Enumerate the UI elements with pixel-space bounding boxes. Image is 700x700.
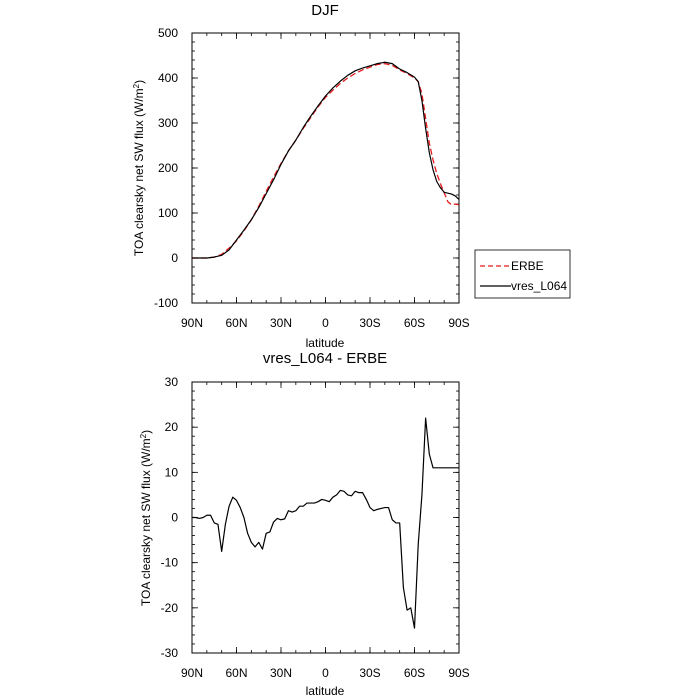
legend: ERBE vres_L064 (474, 249, 571, 299)
bottom-series-line-0 (192, 417, 459, 629)
bottom-x-tick-label: 0 (322, 666, 329, 680)
legend-box (474, 249, 571, 299)
top-series-lines (192, 61, 460, 259)
top-series-line-erbe (192, 62, 460, 259)
bottom-x-tick-label: 90N (181, 666, 203, 680)
top-y-axis-label: TOA clearsky net SW flux (W/m2) (132, 80, 147, 256)
bottom-panel: vres_L064 - ERBE 90N 60N 30N 0 30S 60S 90S -30… (139, 350, 470, 698)
bottom-y-tick-label: 20 (165, 420, 179, 434)
top-x-tick-label: 90N (181, 316, 203, 330)
bottom-y-axis-label: TOA clearsky net SW flux (W/m2) (139, 430, 154, 606)
top-x-tick-label: 0 (322, 316, 329, 330)
top-chart-title: DJF (311, 2, 339, 19)
top-y-tick-label: 100 (158, 206, 178, 220)
bottom-y-tick-labels: -30 -20 -10 0 10 20 30 (161, 375, 179, 660)
bottom-plot-frame (191, 381, 460, 654)
bottom-x-tick-label: 60N (225, 666, 247, 680)
bottom-x-tick-labels: 90N 60N 30N 0 30S 60S 90S (181, 666, 470, 680)
bottom-y-tick-label: 0 (171, 511, 178, 525)
bottom-x-tick-label: 30N (270, 666, 292, 680)
top-x-tick-labels: 90N 60N 30N 0 30S 60S 90S (181, 316, 470, 330)
top-y-tick-labels: -100 0 100 200 300 400 500 (154, 26, 178, 310)
top-y-tick-label: 400 (158, 71, 178, 85)
bottom-x-axis-label: latitude (306, 684, 345, 698)
bottom-y-tick-label: -10 (161, 556, 179, 570)
top-x-tick-label: 90S (448, 316, 469, 330)
top-x-axis-label: latitude (306, 336, 345, 350)
bottom-ticks (191, 381, 460, 654)
top-panel: DJF 90N 60N 30N 0 30S 60S 90S -100 0 100 200 300 40… (132, 2, 470, 350)
bottom-chart-title: vres_L064 - ERBE (263, 350, 387, 367)
top-y-tick-label: -100 (154, 296, 178, 310)
top-y-tick-label: 300 (158, 116, 178, 130)
top-ticks (191, 32, 460, 304)
top-plot-frame (191, 32, 460, 304)
top-series-line-vres-l064 (192, 61, 460, 259)
bottom-y-tick-label: 10 (165, 465, 179, 479)
bottom-x-tick-label: 30S (359, 666, 380, 680)
top-y-tick-label: 500 (158, 26, 178, 40)
bottom-y-tick-label: 30 (165, 375, 179, 389)
top-x-tick-label: 60N (225, 316, 247, 330)
legend-erbe-label: ERBE (511, 259, 544, 273)
top-x-tick-label: 30S (359, 316, 380, 330)
top-y-tick-label: 0 (171, 251, 178, 265)
bottom-y-tick-label: -30 (161, 646, 179, 660)
bottom-series-lines (192, 417, 459, 629)
bottom-x-tick-label: 60S (404, 666, 425, 680)
top-x-tick-label: 30N (270, 316, 292, 330)
top-y-tick-label: 200 (158, 161, 178, 175)
bottom-x-tick-label: 90S (448, 666, 469, 680)
legend-vres-label: vres_L064 (511, 279, 567, 293)
top-x-tick-label: 60S (404, 316, 425, 330)
bottom-y-tick-label: -20 (161, 601, 179, 615)
